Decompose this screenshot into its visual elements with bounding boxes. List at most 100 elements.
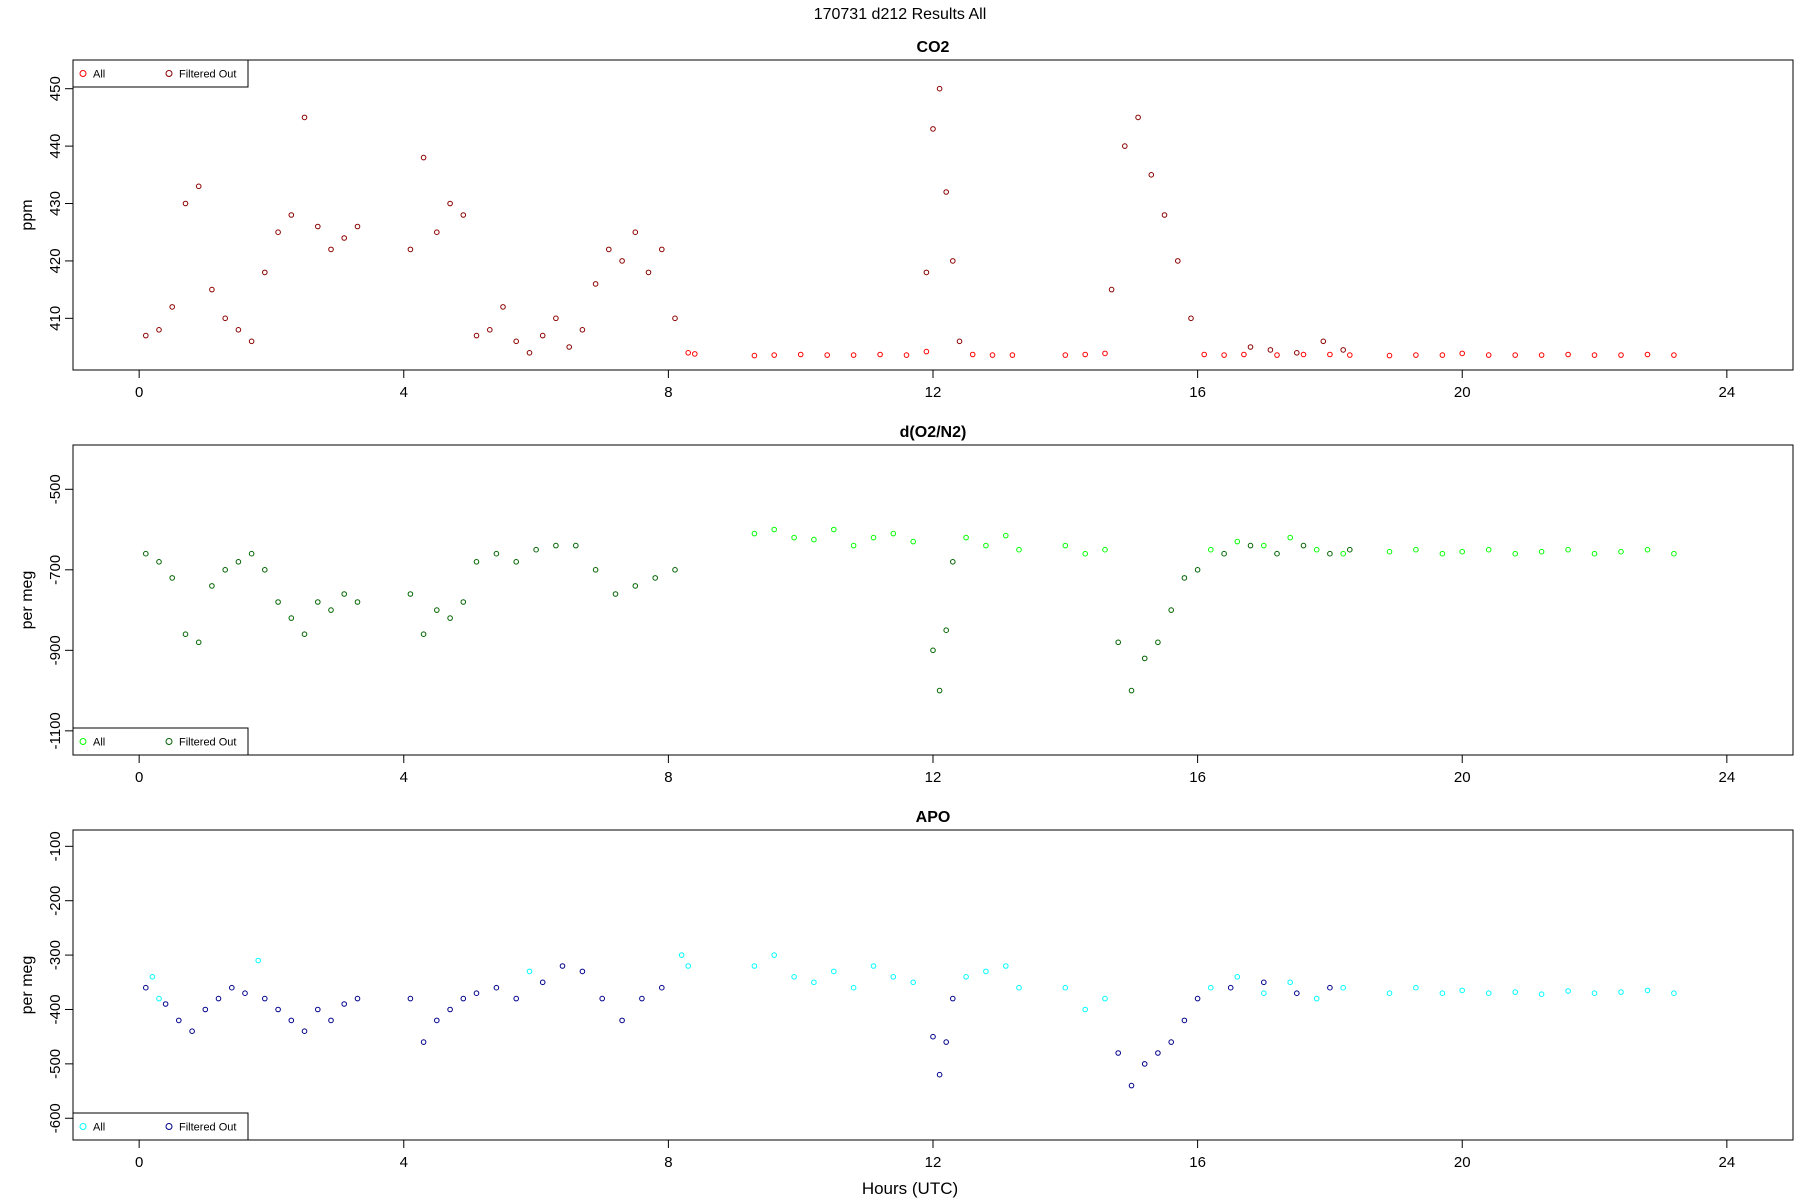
- data-point: [1618, 352, 1624, 358]
- y-tick-label: -900: [47, 635, 64, 665]
- panel-title: APO: [916, 809, 951, 826]
- data-point: [1102, 546, 1108, 553]
- data-point: [315, 599, 321, 605]
- data-point: [1102, 350, 1108, 357]
- legend-marker: [79, 70, 87, 77]
- data-point: [447, 200, 453, 207]
- y-axis-label: per meg: [19, 956, 36, 1015]
- data-point: [1274, 352, 1280, 358]
- data-point: [407, 591, 414, 597]
- data-point: [301, 1028, 308, 1034]
- data-point: [434, 229, 440, 235]
- data-point: [500, 304, 506, 310]
- data-point: [791, 534, 797, 541]
- y-tick-label: -300: [47, 940, 64, 970]
- data-point: [950, 258, 956, 264]
- x-tick-label: 20: [1454, 769, 1471, 786]
- data-point: [1459, 548, 1465, 555]
- data-point: [956, 338, 963, 345]
- data-point: [1108, 286, 1115, 293]
- data-point: [1016, 984, 1022, 991]
- x-tick-label: 4: [400, 769, 408, 786]
- data-point: [1459, 350, 1465, 357]
- data-point: [983, 968, 989, 975]
- data-point: [930, 126, 936, 132]
- data-point: [275, 1006, 281, 1013]
- series-all: [685, 348, 1677, 359]
- data-point: [1115, 639, 1121, 646]
- data-point: [1644, 987, 1651, 994]
- data-point: [950, 559, 956, 565]
- legend-label: All: [93, 69, 105, 81]
- data-point: [1274, 550, 1280, 557]
- data-point: [797, 351, 804, 358]
- y-tick-label: -700: [47, 555, 64, 585]
- data-point: [692, 351, 698, 357]
- data-point: [1148, 172, 1155, 178]
- data-point: [1413, 352, 1419, 358]
- data-point: [1155, 1050, 1161, 1056]
- data-point: [1327, 550, 1333, 557]
- series-filtered-out: [143, 542, 1353, 694]
- data-point: [493, 550, 500, 557]
- legend-label: Filtered Out: [179, 69, 236, 81]
- data-point: [315, 1006, 321, 1013]
- data-point: [1320, 338, 1327, 345]
- data-point: [850, 984, 857, 991]
- data-point: [1485, 990, 1492, 997]
- data-point: [1241, 351, 1247, 358]
- data-point: [1313, 995, 1320, 1002]
- data-point: [460, 995, 467, 1002]
- data-point: [1386, 990, 1393, 997]
- series-all: [149, 952, 1677, 1013]
- x-tick-label: 0: [135, 384, 143, 401]
- data-point: [553, 315, 559, 322]
- data-point: [1234, 538, 1241, 545]
- data-point: [989, 352, 996, 358]
- legend-box: [72, 727, 249, 756]
- data-point: [1340, 347, 1346, 353]
- y-tick-label: 450: [47, 76, 64, 101]
- x-tick-label: 20: [1454, 1154, 1471, 1171]
- data-point: [533, 546, 539, 553]
- data-point: [983, 542, 989, 549]
- data-point: [328, 607, 334, 613]
- data-point: [1227, 984, 1234, 991]
- data-point: [1168, 1039, 1174, 1045]
- data-point: [1294, 990, 1300, 997]
- data-point: [639, 995, 645, 1002]
- data-point: [176, 1017, 182, 1024]
- data-point: [877, 351, 883, 358]
- data-point: [592, 281, 599, 287]
- legend: All Filtered Out: [72, 59, 249, 88]
- data-point: [672, 315, 678, 322]
- data-point: [255, 957, 262, 964]
- y-tick-label: -1100: [47, 712, 64, 749]
- data-point: [1565, 988, 1571, 994]
- data-point: [420, 631, 427, 638]
- data-point: [328, 1017, 334, 1024]
- data-point: [1082, 550, 1088, 557]
- data-point: [1115, 1050, 1121, 1056]
- x-tick-label: 8: [664, 384, 672, 401]
- data-point: [685, 963, 692, 969]
- legend-label: All: [93, 737, 105, 749]
- data-point: [460, 599, 467, 605]
- data-point: [890, 530, 897, 537]
- data-point: [870, 963, 877, 969]
- x-tick-label: 16: [1189, 1154, 1206, 1171]
- data-point: [143, 332, 149, 339]
- data-point: [592, 567, 599, 573]
- data-point: [579, 968, 586, 975]
- data-point: [1413, 546, 1419, 553]
- data-point: [553, 542, 559, 549]
- data-point: [1208, 546, 1214, 553]
- data-point: [1300, 542, 1307, 549]
- x-tick-label: 24: [1719, 769, 1736, 786]
- data-point: [969, 351, 976, 358]
- data-point: [811, 979, 817, 986]
- x-tick-label: 0: [135, 1154, 143, 1171]
- data-point: [1644, 546, 1651, 553]
- data-point: [1313, 546, 1320, 553]
